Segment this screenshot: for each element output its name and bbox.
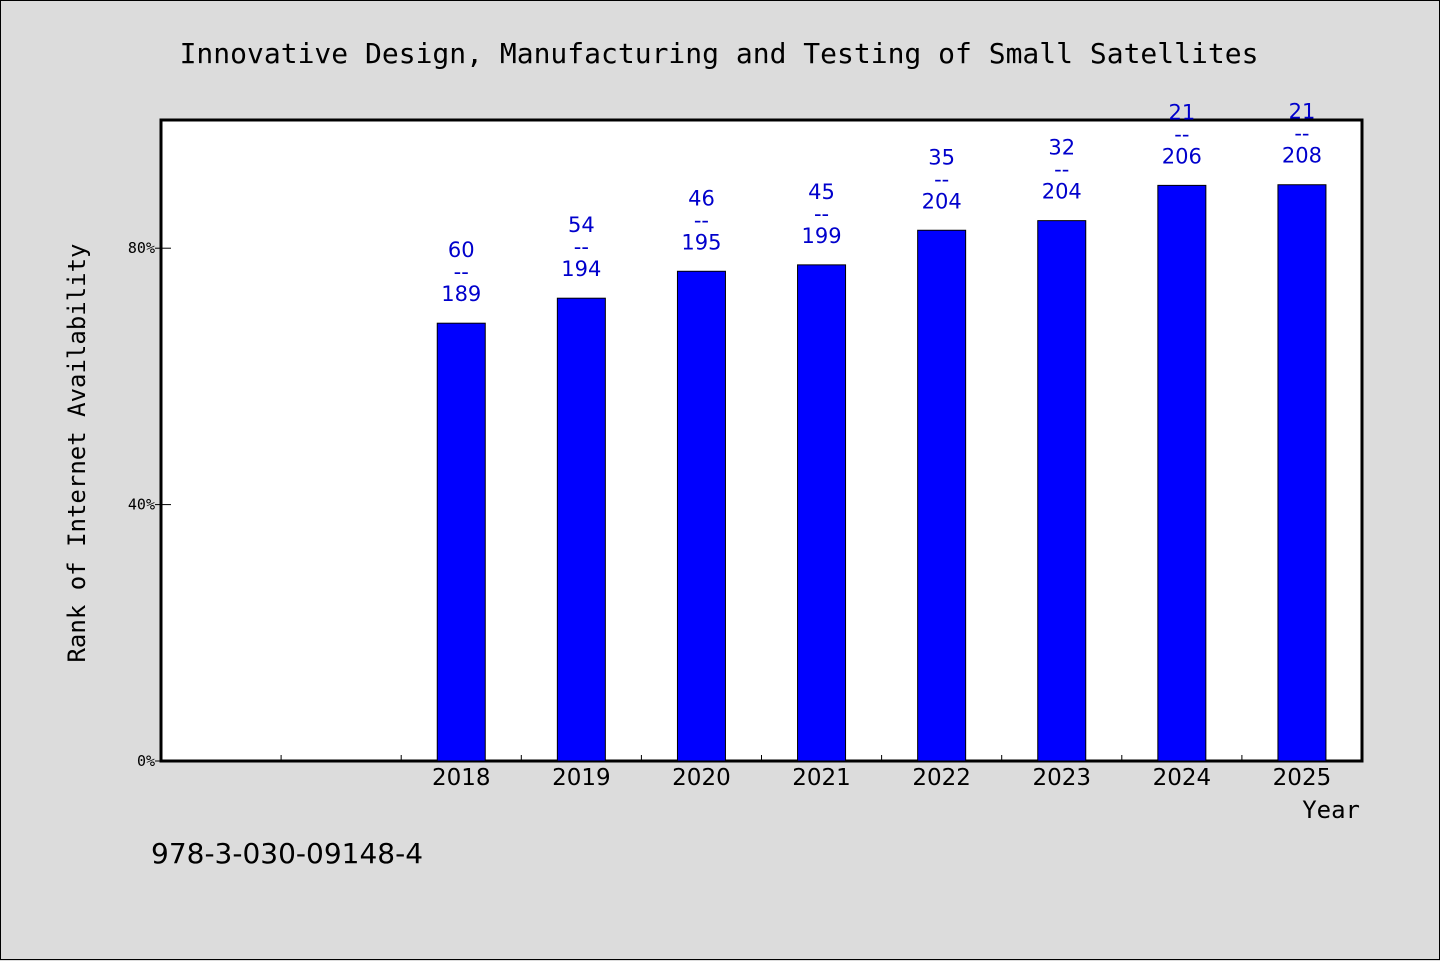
x-tick-label: 2021 bbox=[792, 765, 851, 791]
bar-data-label: 204 bbox=[922, 189, 962, 213]
x-axis-ticks: 2018 2019 2020 2021 2022 2023 2024 2025 bbox=[280, 755, 1332, 791]
bar-data-label: 21 bbox=[1289, 100, 1316, 124]
bar bbox=[1157, 184, 1207, 762]
x-tick-label: 2025 bbox=[1273, 765, 1332, 791]
x-tick-label: 2020 bbox=[672, 765, 731, 791]
bar-data-label: 54 bbox=[568, 213, 595, 237]
x-tick-label: 2019 bbox=[552, 765, 611, 791]
bar-data-label: 46 bbox=[688, 186, 715, 210]
y-axis-ticks: 0% 40% 80% bbox=[128, 239, 171, 770]
chart-title: Innovative Design, Manufacturing and Tes… bbox=[180, 37, 1259, 70]
bar-data-label: 35 bbox=[928, 145, 955, 169]
bar-data-label: -- bbox=[454, 260, 469, 284]
bar bbox=[797, 264, 847, 762]
y-tick-label: 80% bbox=[128, 239, 155, 257]
bar-data-label: -- bbox=[574, 235, 589, 259]
bar-data-label: 45 bbox=[808, 180, 835, 204]
bar-data-label: -- bbox=[694, 208, 709, 232]
y-tick-label: 40% bbox=[128, 496, 155, 514]
bar-data-label: 32 bbox=[1048, 136, 1075, 160]
bar-data-label: 208 bbox=[1282, 144, 1322, 168]
x-tick-label: 2024 bbox=[1153, 765, 1212, 791]
bar-data-label: 194 bbox=[561, 257, 601, 281]
bar bbox=[556, 297, 606, 762]
y-axis-label: Rank of Internet Availability bbox=[63, 243, 91, 662]
x-axis-label: Year bbox=[1302, 796, 1360, 824]
bar-data-label: 195 bbox=[681, 230, 721, 254]
bar bbox=[676, 270, 726, 762]
bar-data-label: 199 bbox=[802, 224, 842, 248]
bar-data-label: 60 bbox=[448, 238, 475, 262]
y-tick-label: 0% bbox=[137, 752, 155, 770]
bar bbox=[1277, 184, 1327, 762]
isbn-text: 978-3-030-09148-4 bbox=[151, 837, 423, 870]
bar-data-label: -- bbox=[1294, 122, 1309, 146]
bar bbox=[917, 229, 967, 762]
bar-data-label: -- bbox=[1054, 158, 1069, 182]
x-tick-label: 2022 bbox=[912, 765, 971, 791]
bar-data-label: -- bbox=[1174, 122, 1189, 146]
bar-data-label: 204 bbox=[1042, 180, 1082, 204]
bar bbox=[1037, 220, 1087, 762]
bar-series bbox=[436, 184, 1327, 762]
bar-data-labels: 60--18954--19446--19545--19935--20432--2… bbox=[441, 100, 1322, 306]
bar-data-label: -- bbox=[814, 202, 829, 226]
bar-data-label: -- bbox=[934, 167, 949, 191]
bar-data-label: 189 bbox=[441, 282, 481, 306]
x-tick-label: 2018 bbox=[432, 765, 491, 791]
bar-data-label: 206 bbox=[1162, 144, 1202, 168]
bar bbox=[436, 322, 486, 762]
bar-data-label: 21 bbox=[1168, 100, 1195, 124]
x-tick-label: 2023 bbox=[1032, 765, 1091, 791]
